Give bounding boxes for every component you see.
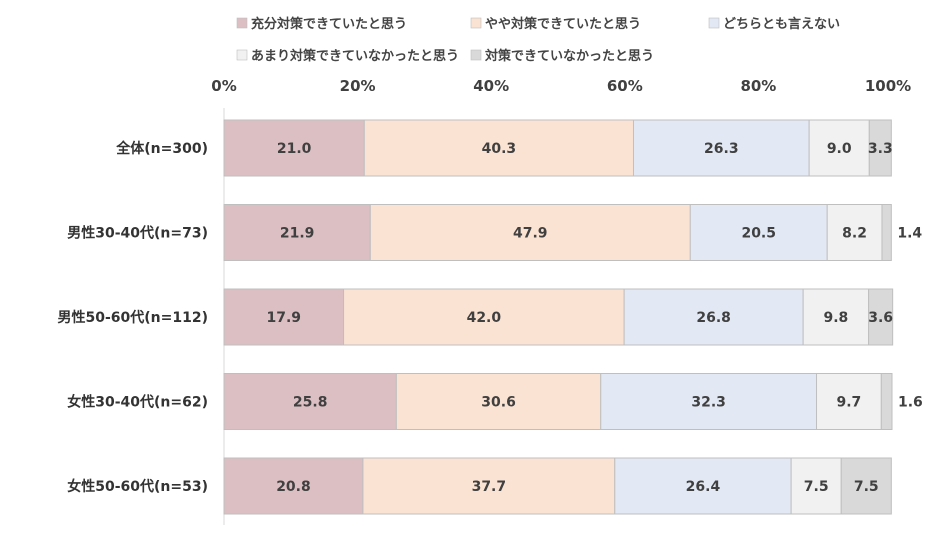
data-label: 26.3 bbox=[704, 141, 739, 157]
legend-swatch bbox=[708, 17, 720, 29]
bar-segment bbox=[343, 288, 625, 346]
bar-segment bbox=[362, 457, 616, 515]
bar-segment bbox=[223, 288, 345, 346]
bar-segment bbox=[223, 457, 364, 515]
category-label: 男性50-60代(n=112) bbox=[58, 309, 209, 326]
bar-segment bbox=[369, 204, 691, 261]
bar-segment bbox=[223, 373, 397, 430]
data-label: 3.6 bbox=[868, 310, 893, 326]
legend-swatch bbox=[470, 17, 482, 29]
data-label: 3.3 bbox=[868, 141, 893, 157]
bar-segment bbox=[880, 373, 893, 430]
data-label: 42.0 bbox=[467, 310, 502, 326]
bar-segment bbox=[868, 119, 892, 177]
legend-label: 充分対策できていたと思う bbox=[251, 16, 407, 32]
legend-swatch bbox=[470, 49, 482, 61]
data-label: 1.4 bbox=[897, 226, 922, 242]
data-label: 8.2 bbox=[842, 226, 867, 242]
legend-label: 対策できていなかったと思う bbox=[484, 48, 654, 64]
legend-swatch bbox=[236, 17, 248, 29]
data-label: 9.8 bbox=[823, 310, 848, 326]
data-label: 20.8 bbox=[276, 479, 311, 495]
tick-label: 20% bbox=[340, 77, 376, 95]
bar-segment bbox=[802, 288, 870, 346]
category-label: 全体(n=300) bbox=[115, 140, 208, 157]
data-labels: 21.0 40.3 26.3 9.0 3.3 21.9 47.9 20.5 8.2 1.4 17.9… bbox=[267, 141, 923, 495]
legend-label: あまり対策できていなかったと思う bbox=[251, 48, 459, 64]
bar-segment bbox=[600, 373, 818, 430]
tick-label: 60% bbox=[607, 77, 643, 95]
category-label: 女性50-60代(n=53) bbox=[67, 478, 208, 495]
category-label: 女性30-40代(n=62) bbox=[67, 394, 208, 411]
data-label: 30.6 bbox=[481, 395, 516, 411]
legend: 充分対策できていたと思う やや対策できていたと思う どちらとも言えないあまり対策でき… bbox=[236, 16, 840, 64]
data-label: 20.5 bbox=[741, 226, 776, 242]
bar-segment bbox=[623, 288, 804, 346]
legend-item: あまり対策できていなかったと思う bbox=[236, 48, 459, 64]
data-label: 17.9 bbox=[267, 310, 302, 326]
tick-label: 0% bbox=[211, 77, 236, 95]
bar-segment bbox=[790, 457, 842, 515]
data-label: 21.0 bbox=[277, 141, 312, 157]
data-label: 7.5 bbox=[804, 479, 829, 495]
bars bbox=[223, 119, 894, 515]
bar-segment bbox=[363, 119, 634, 177]
legend-label: どちらとも言えない bbox=[723, 16, 840, 32]
data-label: 9.7 bbox=[837, 395, 862, 411]
bar-segment bbox=[614, 457, 792, 515]
legend-item: 対策できていなかったと思う bbox=[470, 48, 654, 64]
category-label: 男性30-40代(n=73) bbox=[67, 225, 208, 242]
legend-item: 充分対策できていたと思う bbox=[236, 16, 407, 32]
data-label: 47.9 bbox=[513, 226, 548, 242]
bar-segment bbox=[868, 288, 894, 346]
tick-label: 40% bbox=[473, 77, 509, 95]
data-label: 7.5 bbox=[854, 479, 879, 495]
data-label: 25.8 bbox=[293, 395, 328, 411]
legend-item: どちらとも言えない bbox=[708, 16, 840, 32]
data-label: 26.4 bbox=[686, 479, 721, 495]
bar-segment bbox=[223, 119, 365, 177]
data-label: 26.8 bbox=[696, 310, 731, 326]
bar-segment bbox=[840, 457, 892, 515]
legend-swatch bbox=[236, 49, 248, 61]
data-label: 40.3 bbox=[482, 141, 517, 157]
data-label: 37.7 bbox=[472, 479, 507, 495]
x-axis-ticks: 0% 20% 40% 60% 80% 100% bbox=[211, 77, 911, 95]
bar-segment bbox=[223, 204, 371, 261]
data-label: 1.6 bbox=[898, 395, 923, 411]
data-label: 32.3 bbox=[691, 395, 726, 411]
data-label: 9.0 bbox=[827, 141, 852, 157]
category-labels: 全体(n=300) 男性30-40代(n=73) 男性50-60代(n=112) 女性… bbox=[58, 140, 209, 495]
bar-segment bbox=[632, 119, 810, 177]
tick-label: 80% bbox=[740, 77, 776, 95]
tick-label: 100% bbox=[865, 77, 911, 95]
bar-segment bbox=[881, 204, 892, 261]
legend-item: やや対策できていたと思う bbox=[470, 16, 641, 32]
data-label: 21.9 bbox=[280, 226, 315, 242]
legend-label: やや対策できていたと思う bbox=[485, 16, 641, 32]
